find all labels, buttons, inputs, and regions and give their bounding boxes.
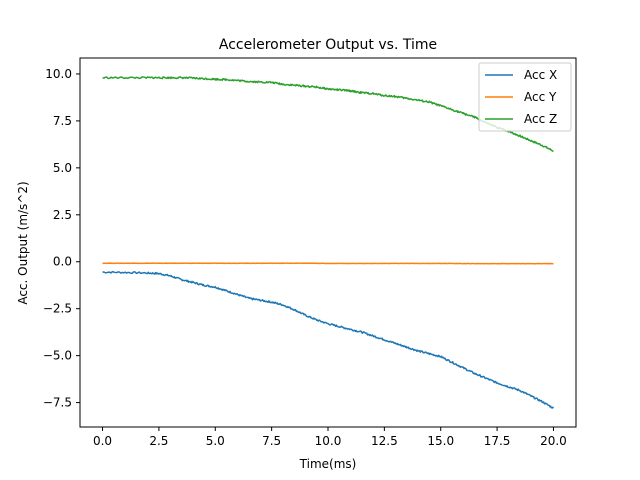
y-axis-ticks: −7.5 −5.0 −2.5 0.0 2.5 5.0 7.5 10.0 [43, 67, 80, 410]
x-tick-label: 7.5 [262, 434, 281, 448]
x-axis-ticks: 0.0 2.5 5.0 7.5 10.0 12.5 15.0 17.5 20.0 [93, 427, 567, 448]
x-tick-label: 0.0 [93, 434, 112, 448]
y-tick-label: 0.0 [53, 255, 72, 269]
y-axis-label: Acc. Output (m/s^2) [16, 181, 30, 304]
legend-label: Acc X [524, 68, 557, 82]
x-tick-label: 2.5 [149, 434, 168, 448]
series-line-acc-x [102, 270, 555, 409]
y-tick-label: −2.5 [43, 302, 72, 316]
x-tick-label: 20.0 [540, 434, 567, 448]
y-tick-label: 2.5 [53, 208, 72, 222]
x-tick-label: 12.5 [371, 434, 398, 448]
y-tick-label: −7.5 [43, 396, 72, 410]
series-line-acc-y [102, 262, 554, 265]
x-tick-label: 10.0 [315, 434, 342, 448]
x-tick-label: 15.0 [427, 434, 454, 448]
y-tick-label: 5.0 [53, 161, 72, 175]
x-tick-label: 5.0 [206, 434, 225, 448]
x-axis-label: Time(ms) [299, 457, 357, 471]
x-tick-label: 17.5 [484, 434, 511, 448]
legend: Acc X Acc Y Acc Z [478, 62, 572, 132]
y-tick-label: 7.5 [53, 114, 72, 128]
y-tick-label: −5.0 [43, 349, 72, 363]
chart-title: Accelerometer Output vs. Time [219, 37, 437, 53]
legend-box [478, 62, 572, 132]
plot-frame [79, 57, 577, 428]
y-tick-label: 10.0 [45, 67, 72, 81]
legend-label: Acc Y [524, 90, 557, 104]
legend-label: Acc Z [524, 112, 557, 126]
